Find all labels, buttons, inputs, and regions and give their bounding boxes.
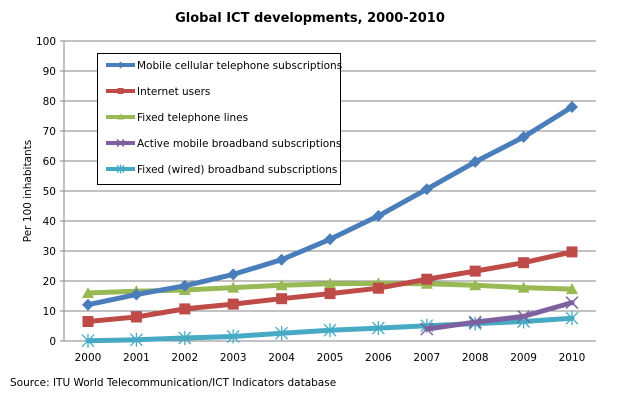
square-marker: [130, 311, 142, 323]
triangle-marker: [227, 281, 240, 293]
y-tick-label: 40: [43, 216, 56, 228]
x-tick-label: 2000: [75, 352, 102, 364]
x-tick-label: 2004: [268, 352, 295, 364]
y-tick-label: 30: [43, 246, 56, 258]
diamond-marker: [82, 298, 94, 311]
x-tick-label: 2008: [462, 352, 489, 364]
x-marker: [517, 309, 531, 323]
series-active-mobile-broadband-subscriptions: [420, 296, 579, 336]
x-tick-label: 2007: [413, 352, 440, 364]
star-marker: [323, 323, 337, 338]
legend-item: Active mobile broadband subscriptions: [106, 138, 341, 150]
legend-item: Fixed telephone lines: [106, 112, 248, 124]
legend-label: Fixed (wired) broadband subscriptions: [137, 164, 337, 176]
star-marker: [565, 311, 579, 326]
x-marker: [468, 315, 482, 329]
x-tick-label: 2009: [510, 352, 537, 364]
triangle-marker: [469, 279, 482, 291]
square-marker: [566, 246, 578, 258]
y-tick-label: 0: [49, 336, 56, 348]
x-marker: [116, 138, 125, 148]
x-tick-label: 2002: [171, 352, 198, 364]
square-marker: [469, 265, 481, 277]
y-axis-label: Per 100 inhabitants: [22, 140, 34, 243]
star-marker: [371, 321, 385, 336]
x-tick-label: 2003: [220, 352, 247, 364]
y-tick-label: 10: [43, 306, 56, 318]
legend: Mobile cellular telephone subscriptions I…: [97, 53, 342, 185]
x-tick-label: 2010: [559, 352, 586, 364]
chart-title: Global ICT developments, 2000-2010: [175, 11, 445, 26]
triangle-marker: [275, 279, 288, 291]
y-tick-label: 70: [43, 126, 56, 138]
y-tick-label: 80: [43, 96, 56, 108]
y-tick-label: 60: [43, 156, 56, 168]
series-group: [81, 101, 579, 348]
diamond-marker: [469, 155, 482, 168]
legend-label: Internet users: [137, 86, 210, 98]
diamond-marker: [517, 131, 530, 143]
series-fixed-wired-broadband-subscriptions: [81, 311, 579, 348]
square-marker: [372, 282, 384, 294]
source-note: Source: ITU World Telecommunication/ICT …: [10, 377, 337, 389]
square-marker: [276, 293, 288, 305]
diamond-marker: [372, 209, 385, 222]
star-marker: [81, 333, 95, 348]
x-marker: [565, 296, 579, 310]
diamond-marker: [178, 279, 191, 292]
diamond-marker: [566, 101, 578, 113]
square-marker: [421, 273, 433, 285]
square-marker: [227, 298, 239, 310]
triangle-marker: [324, 277, 336, 289]
series-mobile-cellular-telephone-subscriptions: [82, 101, 578, 311]
legend-item: Internet users: [106, 86, 210, 98]
star-marker: [129, 332, 143, 347]
diamond-marker: [117, 61, 124, 69]
diamond-marker: [130, 288, 143, 301]
y-tick-label: 20: [43, 276, 56, 288]
square-marker: [324, 288, 336, 300]
diamond-marker: [324, 233, 336, 246]
y-axis-ticks: 0 10 20 30 40 50 60 70 80 90 100: [36, 36, 56, 348]
legend-item: Fixed (wired) broadband subscriptions: [106, 164, 337, 176]
star-marker: [275, 326, 289, 341]
x-marker: [420, 322, 434, 336]
x-axis-ticks: 2000 2001 2002 2003 2004 2005 2006 2007 2008 2009…: [75, 352, 586, 364]
series-internet-users: [82, 246, 578, 327]
y-tick-label: 100: [36, 36, 56, 48]
y-tick-label: 90: [43, 66, 56, 78]
diamond-marker: [275, 253, 288, 266]
square-marker: [179, 303, 191, 315]
x-tick-label: 2001: [123, 352, 150, 364]
star-marker: [178, 331, 192, 345]
x-tick-label: 2006: [365, 352, 392, 364]
legend-label: Mobile cellular telephone subscriptions: [137, 60, 342, 72]
star-marker: [116, 164, 125, 174]
legend-label: Fixed telephone lines: [137, 112, 248, 124]
diamond-marker: [227, 268, 240, 281]
diamond-marker: [420, 183, 433, 196]
x-tick-label: 2005: [317, 352, 344, 364]
triangle-marker: [117, 113, 124, 120]
legend-label: Active mobile broadband subscriptions: [137, 138, 341, 150]
square-marker: [518, 257, 530, 269]
square-marker: [117, 88, 124, 94]
legend-box: [97, 53, 341, 185]
triangle-marker: [566, 283, 578, 295]
series-line: [424, 300, 575, 332]
square-marker: [82, 316, 94, 327]
star-marker: [226, 329, 240, 344]
triangle-marker: [82, 287, 94, 298]
legend-item: Mobile cellular telephone subscriptions: [106, 60, 342, 72]
y-tick-label: 50: [43, 186, 56, 198]
triangle-marker: [517, 281, 530, 293]
